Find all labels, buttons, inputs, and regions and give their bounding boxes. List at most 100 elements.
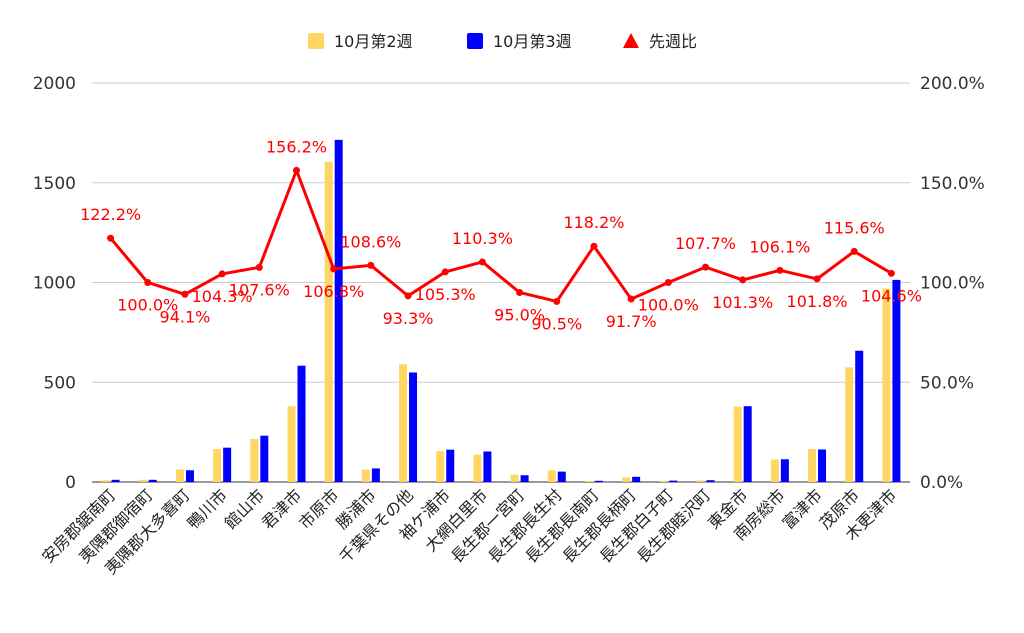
- ratio-line: [109, 168, 893, 303]
- bar-week2: [361, 469, 370, 482]
- ratio-data-label: 100.0%: [638, 296, 699, 315]
- ratio-data-label: 115.6%: [824, 218, 885, 237]
- legend-item: 10月第2週: [308, 32, 413, 51]
- y-right-tick-label: 200.0%: [920, 74, 985, 94]
- bar-week2: [101, 480, 110, 482]
- ratio-point: [367, 261, 375, 269]
- bar-week2: [399, 364, 408, 482]
- ratio-point: [813, 275, 821, 283]
- ratio-data-label: 93.3%: [383, 309, 434, 328]
- bar-week2: [436, 451, 445, 482]
- x-category-label: 富津市: [778, 485, 825, 532]
- ratio-data-label: 105.3%: [415, 285, 476, 304]
- bar-week3: [334, 139, 343, 483]
- legend-item: 先週比: [623, 32, 697, 51]
- bar-week2: [845, 367, 854, 482]
- ratio-data-label: 104.3%: [192, 287, 253, 306]
- ratio-point: [181, 290, 189, 298]
- ratio-data-label: 118.2%: [563, 213, 624, 232]
- y-left-tick-label: 1000: [33, 274, 76, 294]
- ratio-data-label: 156.2%: [266, 137, 327, 156]
- bar-week2: [138, 479, 147, 482]
- ratio-point: [702, 263, 709, 271]
- ratio-point: [330, 265, 338, 273]
- bar-week3: [260, 435, 269, 482]
- ratio-point: [218, 270, 226, 278]
- ratio-point: [441, 268, 449, 276]
- bar-week2: [696, 480, 705, 482]
- bar-week3: [557, 471, 566, 482]
- bar-week2: [770, 459, 779, 482]
- ratio-data-label: 91.7%: [606, 312, 657, 331]
- ratio-point: [850, 247, 858, 255]
- legend-label: 先週比: [649, 32, 697, 51]
- bar-week2: [175, 469, 184, 482]
- bar-week2: [287, 406, 296, 482]
- bar-week3: [520, 475, 529, 482]
- ratio-point: [627, 295, 635, 303]
- bar-week2: [324, 161, 333, 483]
- bar-week3: [297, 365, 306, 482]
- category-labels: 安房郡鋸南町夷隅郡御宿町夷隅郡大多喜町鴨川市館山市君津市市原市勝浦市千葉県その他…: [38, 485, 900, 578]
- ratio-data-label: 95.0%: [494, 305, 545, 324]
- bar-week2: [213, 449, 222, 482]
- bar-week2: [250, 439, 259, 482]
- bar-week3: [892, 279, 901, 482]
- bar-week3: [743, 406, 752, 482]
- y-left-tick-label: 1500: [33, 174, 76, 194]
- bar-week3: [483, 451, 492, 482]
- bar-week3: [706, 480, 715, 482]
- bar-week3: [409, 372, 418, 482]
- bar-series: [101, 139, 901, 483]
- y-right-tick-label: 50.0%: [920, 373, 974, 393]
- ratio-data-label: 101.3%: [712, 293, 773, 312]
- bar-week3: [223, 447, 232, 482]
- ratio-point: [478, 258, 486, 266]
- ratio-data-label: 94.1%: [160, 307, 211, 326]
- bar-week3: [632, 476, 641, 482]
- ratio-data-label: 100.0%: [117, 296, 178, 315]
- axes: 0 500 1000 1500 2000 0.0% 50.0% 100.0% 150.0% 200…: [33, 74, 985, 493]
- legend-swatch: [467, 33, 483, 49]
- bar-week2: [473, 454, 482, 482]
- bar-week3: [446, 449, 455, 482]
- x-category-label: 館山市: [221, 485, 268, 532]
- y-left-tick-label: 2000: [33, 74, 76, 94]
- y-left-tick-label: 0: [65, 473, 76, 493]
- bar-week3: [594, 480, 603, 482]
- ratio-point: [516, 288, 524, 296]
- bar-week2: [584, 481, 593, 482]
- legend-swatch: [308, 33, 324, 49]
- legend-label: 10月第3週: [493, 32, 572, 51]
- ratio-point: [255, 263, 263, 271]
- y-right-tick-label: 0.0%: [920, 473, 963, 493]
- y-right-tick-label: 150.0%: [920, 174, 985, 194]
- legend-item: 10月第3週: [467, 32, 572, 51]
- x-category-label: 市原市: [295, 485, 342, 532]
- ratio-data-label: 107.6%: [229, 280, 290, 299]
- ratio-point: [776, 266, 784, 274]
- ratio-data-label: 106.1%: [749, 237, 810, 256]
- bar-week3: [818, 449, 827, 482]
- ratio-line-series: 122.2%100.0%94.1%104.3%107.6%156.2%106.8…: [80, 137, 922, 333]
- legend-triangle-icon: [623, 33, 639, 48]
- ratio-point: [590, 242, 598, 250]
- x-category-label: 君津市: [258, 485, 305, 532]
- legend: 10月第2週 10月第3週 先週比: [308, 32, 697, 51]
- bar-week3: [148, 479, 157, 482]
- bar-week2: [510, 474, 519, 482]
- ratio-data-label: 107.7%: [675, 234, 736, 253]
- bar-week3: [855, 350, 864, 482]
- bar-week3: [780, 459, 789, 482]
- ratio-point: [404, 292, 412, 300]
- bar-week2: [622, 477, 631, 482]
- bar-week2: [547, 470, 556, 482]
- bar-week2: [733, 406, 742, 482]
- bar-week3: [111, 479, 120, 482]
- gridlines: [92, 82, 910, 483]
- ratio-data-label: 110.3%: [452, 229, 513, 248]
- y-left-tick-label: 500: [44, 373, 76, 393]
- bar-week3: [669, 480, 678, 482]
- ratio-data-label: 108.6%: [340, 232, 401, 251]
